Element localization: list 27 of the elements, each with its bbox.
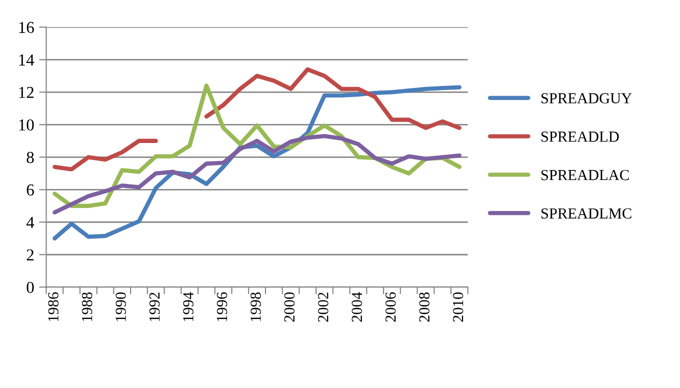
y-tick-label: 6	[26, 184, 34, 196]
legend-label: SPREADLMC	[541, 208, 632, 219]
legend-label: SPREADGUY	[541, 93, 632, 104]
x-tick-label: 1992	[149, 292, 160, 322]
y-tick-label: 12	[19, 86, 34, 98]
x-tick-label: 1996	[216, 292, 228, 322]
y-tick-label: 0	[26, 282, 34, 294]
x-tick-label: 1990	[116, 292, 126, 322]
y-tick-label: 14	[19, 54, 34, 66]
x-tick-label: 2010	[452, 292, 464, 322]
x-tick-label: 2000	[284, 292, 295, 322]
y-tick-label: 8	[26, 152, 34, 164]
legend-label: SPREADLD	[541, 132, 619, 142]
x-tick-label: 2006	[385, 292, 396, 322]
x-tick-label: 1986	[48, 292, 58, 322]
y-tick-label: 4	[26, 216, 34, 228]
x-tick-label: 1994	[183, 292, 194, 322]
x-tick-label: 2004	[352, 292, 362, 322]
x-tick-label: 1998	[250, 292, 261, 322]
y-tick-label: 2	[26, 249, 34, 260]
line-series	[52, 134, 462, 214]
x-tick-label: 1988	[82, 292, 92, 322]
y-tick-label: 16	[19, 22, 34, 34]
y-tick-label: 10	[19, 119, 34, 131]
x-tick-label: 2002	[318, 292, 328, 322]
x-tick-label: 2008	[419, 292, 430, 322]
legend-label: SPREADLAC	[541, 170, 629, 180]
